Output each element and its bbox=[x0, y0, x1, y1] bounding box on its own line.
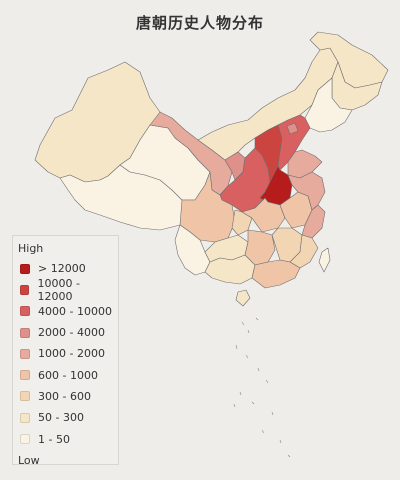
legend-item[interactable]: 50 - 300 bbox=[18, 407, 113, 428]
island-mark bbox=[235, 344, 238, 350]
legend-low-label: Low bbox=[18, 453, 40, 467]
legend-swatch bbox=[20, 327, 30, 338]
island-mark bbox=[247, 329, 250, 334]
island-mark bbox=[241, 321, 245, 326]
region-shandong[interactable] bbox=[287, 149, 323, 179]
legend-item[interactable]: 1 - 50 bbox=[18, 428, 113, 449]
legend-item[interactable]: 10000 - 12000 bbox=[18, 276, 113, 303]
legend-item-label: 600 - 1000 bbox=[38, 368, 98, 382]
legend-item-label: 2000 - 4000 bbox=[38, 326, 105, 340]
region-fujian[interactable] bbox=[289, 234, 319, 269]
legend-swatch bbox=[20, 306, 30, 317]
island-mark bbox=[287, 454, 291, 458]
island-mark bbox=[279, 439, 282, 444]
legend-item[interactable]: 600 - 1000 bbox=[18, 364, 113, 385]
legend: High > 12000 10000 - 12000 4000 - 10000 200… bbox=[12, 235, 119, 467]
legend-item-label: 10000 - 12000 bbox=[37, 276, 80, 303]
region-guangdong[interactable] bbox=[251, 259, 301, 289]
legend-swatch bbox=[20, 412, 30, 423]
legend-high-label: High bbox=[18, 242, 44, 255]
region-hainan[interactable] bbox=[235, 289, 251, 307]
legend-item[interactable]: 4000 - 10000 bbox=[18, 301, 113, 322]
legend-swatch bbox=[20, 263, 30, 274]
legend-swatch bbox=[20, 434, 30, 445]
legend-item-label: 50 - 300 bbox=[38, 411, 84, 425]
island-mark bbox=[255, 317, 259, 321]
legend-item-label: 4000 - 10000 bbox=[38, 304, 112, 318]
legend-item[interactable]: > 12000 bbox=[18, 258, 113, 279]
island-mark bbox=[245, 354, 249, 359]
legend-swatch bbox=[20, 284, 30, 295]
legend-item[interactable]: 1000 - 2000 bbox=[18, 343, 113, 364]
region-taiwan[interactable] bbox=[318, 247, 331, 273]
map-title: 唐朝历史人物分布 bbox=[135, 14, 264, 32]
legend-item-label: > 12000 bbox=[38, 262, 86, 276]
legend-swatch bbox=[20, 348, 30, 359]
legend-item-label: 1000 - 2000 bbox=[38, 347, 105, 361]
island-mark bbox=[261, 429, 265, 434]
region-beijing[interactable] bbox=[286, 122, 299, 135]
island-mark bbox=[233, 403, 236, 408]
legend-item[interactable]: 2000 - 4000 bbox=[18, 322, 113, 343]
legend-item[interactable]: 300 - 600 bbox=[18, 386, 113, 407]
island-mark bbox=[271, 411, 274, 416]
south-china-sea-islands bbox=[233, 317, 291, 458]
island-mark bbox=[257, 367, 260, 372]
legend-item-label: 1 - 50 bbox=[38, 432, 70, 446]
island-mark bbox=[251, 401, 255, 405]
island-mark bbox=[265, 379, 269, 384]
island-mark bbox=[239, 391, 242, 396]
legend-swatch bbox=[20, 391, 30, 402]
legend-item-label: 300 - 600 bbox=[38, 389, 91, 403]
legend-swatch bbox=[20, 370, 30, 381]
